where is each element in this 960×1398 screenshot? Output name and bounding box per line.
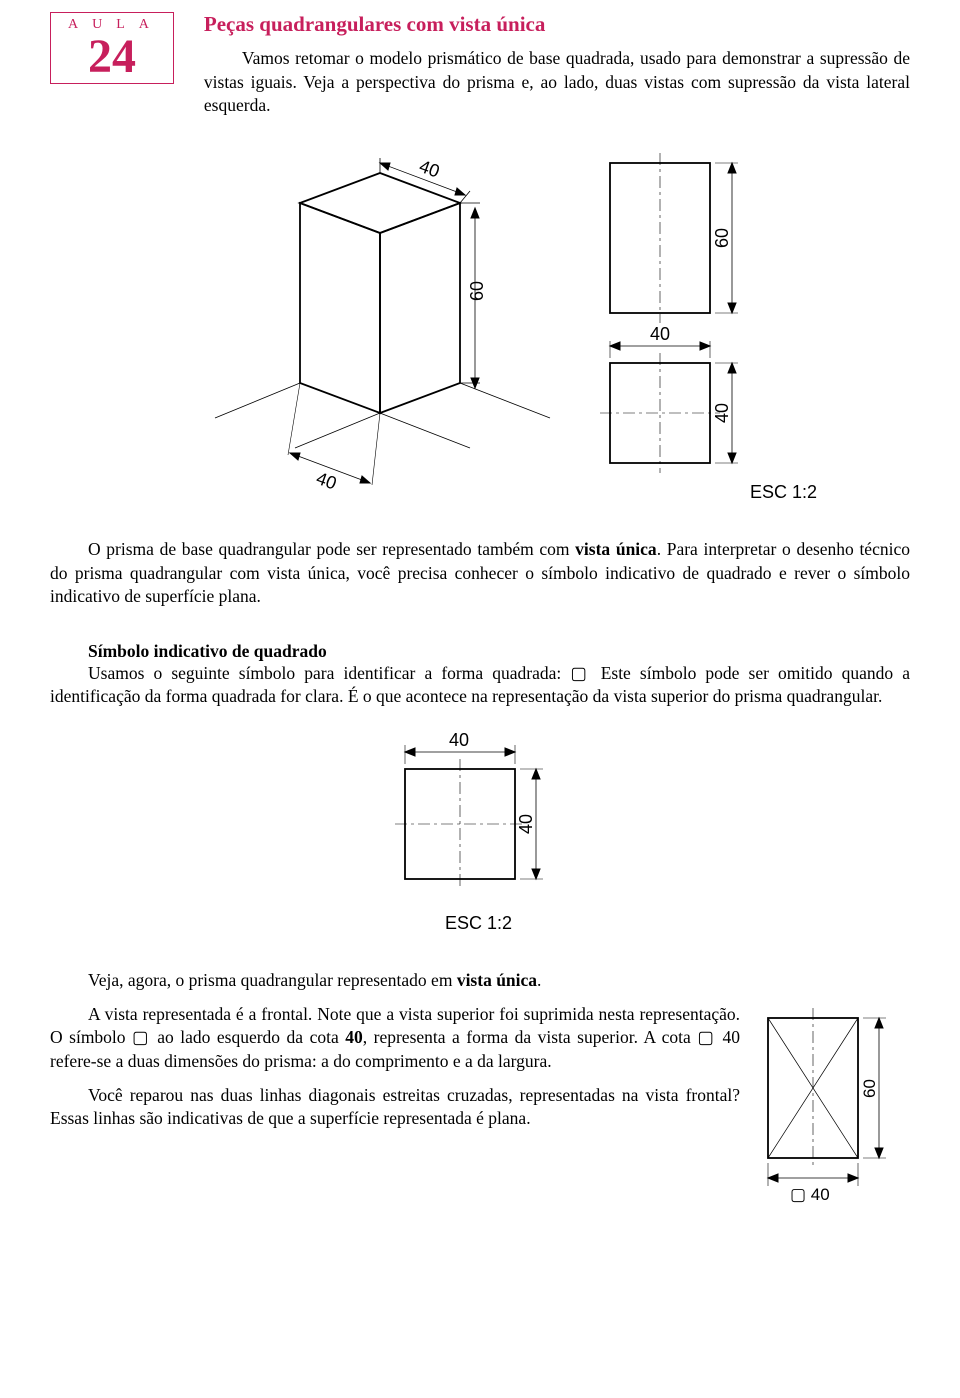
paragraph-4: Veja, agora, o prisma quadrangular repre… (50, 969, 910, 993)
fig1-svg: 40 60 (120, 143, 840, 513)
aula-box: AULA 24 (50, 12, 174, 84)
page-title: Peças quadrangulares com vista única (204, 12, 910, 37)
aula-number: 24 (61, 33, 163, 81)
para4-b: . (537, 970, 541, 990)
fig1-iso-width: 40 (314, 468, 340, 494)
paragraph-5: A vista representada é a frontal. Note q… (50, 1003, 740, 1074)
fig2-esc: ESC 1:2 (445, 913, 512, 933)
figure-3: 60 ▢ 40 (760, 1003, 910, 1223)
para2-a: O prisma de base quadrangular pode ser r… (88, 539, 575, 559)
fig2-h: 40 (516, 814, 536, 834)
figure-2: 40 40 ESC 1:2 (50, 724, 910, 949)
fig3-svg: 60 ▢ 40 (760, 1003, 910, 1218)
fig3-w: ▢ 40 (790, 1185, 830, 1204)
paragraph-6: Você reparou nas duas linhas diagonais e… (50, 1084, 740, 1131)
figure-1: 40 60 (50, 143, 910, 518)
paragraph-2: O prisma de base quadrangular pode ser r… (50, 538, 910, 609)
fig1-iso-height: 60 (467, 281, 487, 301)
paragraph-1: Vamos retomar o modelo prismático de bas… (204, 47, 910, 118)
fig1-iso-depth: 40 (417, 156, 443, 182)
para4-a: Veja, agora, o prisma quadrangular repre… (88, 970, 457, 990)
fig2-w: 40 (449, 730, 469, 750)
fig3-h: 60 (860, 1079, 879, 1098)
fig1-front-h40: 40 (712, 403, 732, 423)
fig2-svg: 40 40 ESC 1:2 (350, 724, 610, 944)
fig1-front-w: 40 (650, 324, 670, 344)
section-title-2: Símbolo indicativo de quadrado (50, 641, 910, 662)
para4-bold: vista única (457, 970, 537, 990)
paragraph-3: Usamos o seguinte símbolo para identific… (50, 662, 910, 709)
para5-bold: 40 (345, 1027, 363, 1047)
fig1-front-h60: 60 (712, 228, 732, 248)
fig1-esc: ESC 1:2 (750, 482, 817, 502)
para2-bold1: vista única (575, 539, 657, 559)
